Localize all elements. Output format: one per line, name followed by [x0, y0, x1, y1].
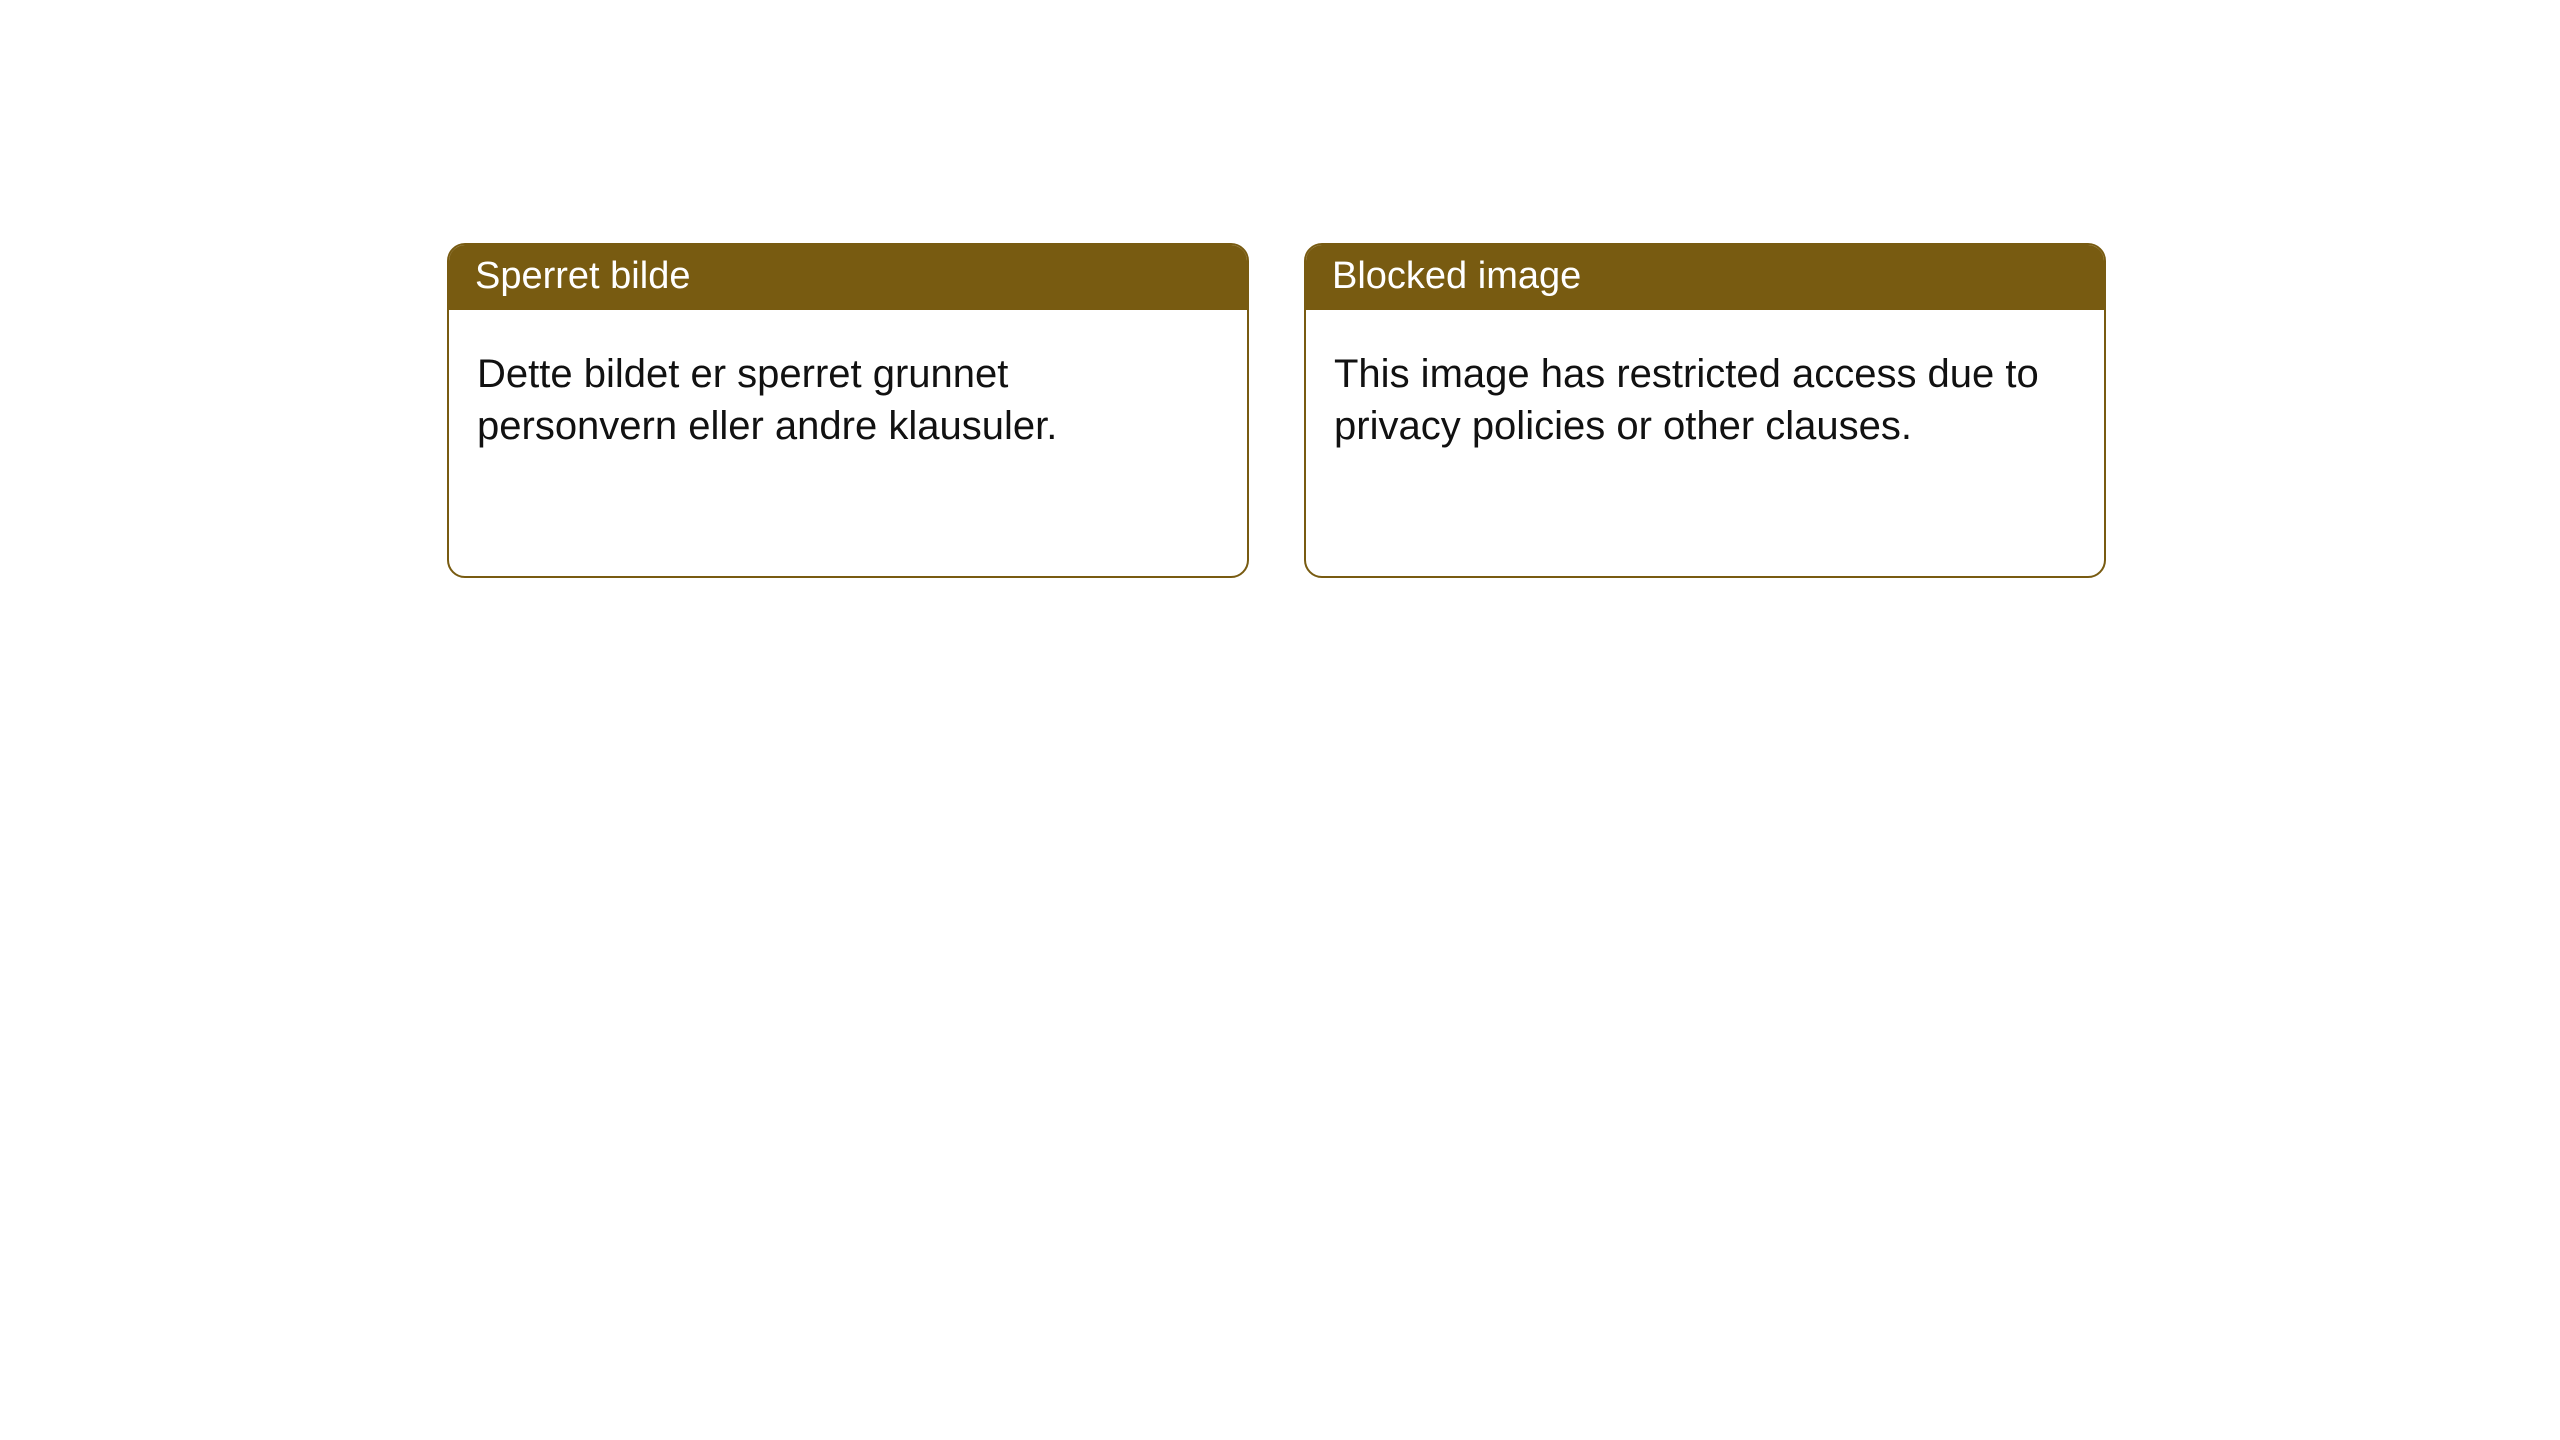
blocked-image-card-en: Blocked image This image has restricted …	[1304, 243, 2106, 578]
blocked-image-card-no: Sperret bilde Dette bildet er sperret gr…	[447, 243, 1249, 578]
notice-container: Sperret bilde Dette bildet er sperret gr…	[0, 0, 2560, 578]
card-header: Blocked image	[1306, 245, 2104, 310]
card-body-text: Dette bildet er sperret grunnet personve…	[449, 310, 1247, 481]
card-body-text: This image has restricted access due to …	[1306, 310, 2104, 481]
card-header: Sperret bilde	[449, 245, 1247, 310]
